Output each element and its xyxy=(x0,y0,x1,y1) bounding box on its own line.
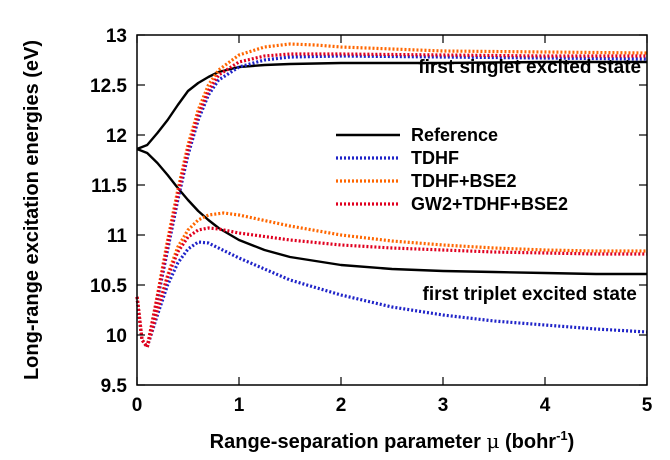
y-tick-label-12: 12 xyxy=(106,126,127,147)
x-tick-label-3: 3 xyxy=(438,395,449,416)
y-tick-label-9.5: 9.5 xyxy=(101,376,128,397)
x-axis-title-main: Range-separation parameter xyxy=(210,431,487,453)
annotation-singlet: first singlet excited state xyxy=(418,57,641,78)
y-tick-label-13: 13 xyxy=(106,26,127,47)
x-axis-title-unit: (bohr xyxy=(499,431,556,453)
y-tick-label-11: 11 xyxy=(107,226,128,247)
y-tick-label-12.5: 12.5 xyxy=(90,76,127,97)
legend-label-reference: Reference xyxy=(411,125,498,145)
x-axis-title-sup: -1 xyxy=(556,428,568,443)
annotations: first singlet excited state first triplet… xyxy=(418,57,641,305)
x-tick-label-2: 2 xyxy=(336,395,347,416)
series-gw2-tdhf-bse2-singlet xyxy=(135,52,647,349)
x-axis-title-end: ) xyxy=(568,431,575,453)
y-axis-title: Long-range excitation energies (eV) xyxy=(21,40,43,380)
legend-label-tdhf: TDHF xyxy=(411,148,459,168)
series-tdhf-bse2-triplet xyxy=(135,211,647,349)
legend-label-gw2-tdhf-bse2: GW2+TDHF+BSE2 xyxy=(411,194,568,214)
x-axis-title-mu: μ xyxy=(486,429,499,453)
x-tick-label-5: 5 xyxy=(642,395,653,416)
x-axis-title: Range-separation parameter μ (bohr-1) xyxy=(210,428,575,453)
series-lines xyxy=(135,42,648,349)
y-tick-label-10: 10 xyxy=(106,326,127,347)
y-tick-label-11.5: 11.5 xyxy=(91,176,127,197)
legend-label-tdhf-bse2: TDHF+BSE2 xyxy=(411,171,517,191)
x-tick-label-1: 1 xyxy=(234,395,245,416)
annotation-triplet: first triplet excited state xyxy=(423,284,637,305)
series-reference-triplet xyxy=(136,147,647,276)
plot-frame xyxy=(136,34,648,386)
x-tick-label-4: 4 xyxy=(540,395,551,416)
legend: Reference TDHF TDHF+BSE2 GW2+TDHF+BSE2 xyxy=(336,125,568,214)
x-tick-label-0: 0 xyxy=(132,395,143,416)
series-reference-singlet xyxy=(136,60,647,151)
y-tick-label-10.5: 10.5 xyxy=(90,276,127,297)
